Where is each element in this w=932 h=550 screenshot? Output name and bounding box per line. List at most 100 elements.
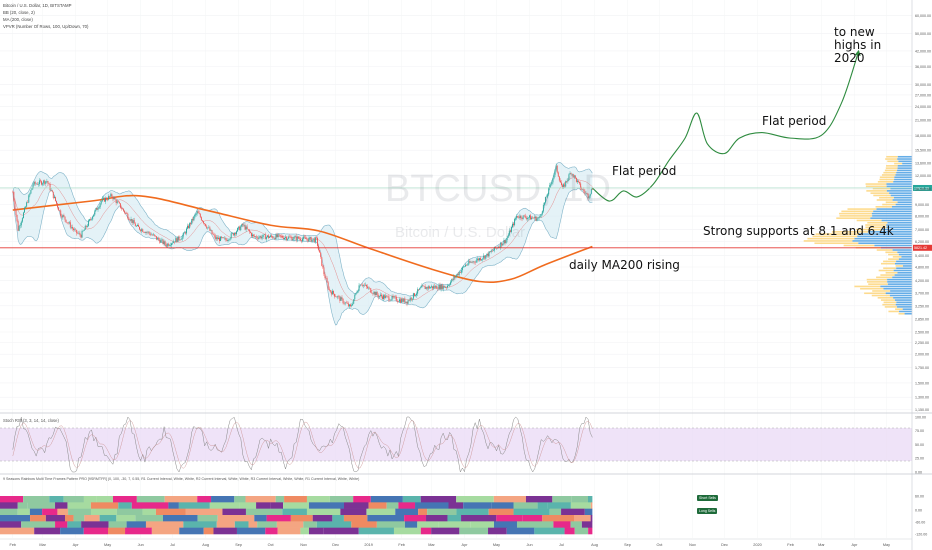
candle-body xyxy=(480,258,481,261)
rainbow-segment xyxy=(470,521,495,528)
rainbow-segment xyxy=(178,502,210,509)
candle-body xyxy=(216,237,218,240)
candle-body xyxy=(384,295,386,299)
candle-body xyxy=(258,237,260,239)
vpvr-bar-up xyxy=(880,274,895,276)
candle-body xyxy=(378,295,380,298)
candle-body xyxy=(130,219,132,221)
x-tick-label: Aug xyxy=(202,543,209,547)
indicator-vpvr[interactable]: VPVR (Number Of Rows, 100, Up/Down, 70) xyxy=(3,24,89,29)
candle-body xyxy=(148,231,150,234)
candle-body xyxy=(264,234,266,240)
candle-body xyxy=(57,203,58,208)
vpvr-bar-up xyxy=(892,256,902,258)
rainbow-segment xyxy=(574,515,591,522)
candle-body xyxy=(314,237,316,243)
stoch-rsi-label[interactable]: Stoch RSI (3, 3, 14, 14, close) xyxy=(3,418,59,423)
candle-body xyxy=(188,225,190,228)
candle-body xyxy=(504,240,506,244)
candle-body xyxy=(246,226,248,229)
rainbow-segment xyxy=(65,515,74,522)
indicator-bb[interactable]: BB (20, close, 2) xyxy=(3,10,35,15)
x-tick-label: Jul xyxy=(559,543,564,547)
candle-body xyxy=(248,229,250,232)
rainbow-segment xyxy=(116,508,143,516)
rainbow-segment xyxy=(343,502,369,509)
vpvr-bar-down xyxy=(886,224,912,226)
rainbow-label[interactable]: 9 Seasons Rainbow Multi Time Frames Patt… xyxy=(3,477,360,481)
candle-body xyxy=(43,180,45,184)
candle-body xyxy=(531,217,533,220)
candle-body xyxy=(390,299,392,301)
vpvr-bar-up xyxy=(872,187,891,190)
indicator-ma[interactable]: MA (200, close) xyxy=(3,17,33,22)
candle-body xyxy=(444,287,446,288)
candle-body xyxy=(351,305,353,307)
y-tick-label: 3,250.00 xyxy=(915,304,929,308)
candle-body xyxy=(159,239,161,243)
candle-body xyxy=(285,237,286,238)
rainbow-segment xyxy=(116,515,136,522)
rainbow-segment xyxy=(257,521,277,528)
candle-body xyxy=(52,191,54,199)
rainbow-segment xyxy=(488,508,514,516)
rainbow-segment xyxy=(151,527,180,535)
annotation-flat-period-2: Flat period xyxy=(762,114,827,128)
candle-body xyxy=(220,236,221,242)
vpvr-bar-down xyxy=(895,203,912,206)
candle-body xyxy=(288,236,290,239)
candle-body xyxy=(532,217,534,219)
candle-body xyxy=(24,207,25,213)
vpvr-bar-up xyxy=(877,297,894,299)
candle-body xyxy=(580,183,582,189)
x-tick-label: Dec xyxy=(332,543,339,547)
candle-body xyxy=(386,295,388,297)
candle-body xyxy=(363,284,365,286)
candle-body xyxy=(270,235,272,237)
annotation-supports: Strong supports at 8.1 and 6.4k xyxy=(703,224,894,238)
candle-body xyxy=(56,201,57,204)
candle-body xyxy=(85,225,87,227)
rainbow-segment xyxy=(126,521,146,528)
candle-body xyxy=(162,239,164,244)
candle-body xyxy=(133,220,135,224)
candle-body xyxy=(128,218,130,220)
rainbow-segment xyxy=(0,496,24,503)
candle-body xyxy=(470,262,472,263)
candle-body xyxy=(406,301,408,304)
vpvr-bar-up xyxy=(886,165,898,167)
y-tick-label: 6,200.00 xyxy=(915,240,929,244)
vpvr-bar-down xyxy=(894,178,912,181)
candle-body xyxy=(90,219,92,220)
candle-body xyxy=(429,287,431,289)
rainbow-segment xyxy=(570,502,591,509)
x-tick-label: May xyxy=(883,543,890,547)
short-sells-tag: Short Sells xyxy=(697,495,718,501)
candle-body xyxy=(535,216,537,221)
candle-body xyxy=(329,290,331,292)
vpvr-bar-up xyxy=(856,219,882,222)
rainbow-segment xyxy=(415,502,449,509)
candle-body xyxy=(71,226,73,229)
candle-body xyxy=(195,213,197,215)
rainbow-segment xyxy=(183,521,217,528)
candle-body xyxy=(533,217,535,219)
candle-body xyxy=(187,225,188,229)
rainbow-segment xyxy=(312,515,333,522)
candle-body xyxy=(307,239,309,242)
vpvr-bar-up xyxy=(836,217,871,219)
candle-body xyxy=(301,240,302,242)
rainbow-segment xyxy=(245,496,276,503)
candle-body xyxy=(445,287,447,288)
candle-body xyxy=(212,233,214,235)
vpvr-bar-down xyxy=(870,217,912,219)
rainbow-segment xyxy=(276,521,304,528)
candle-body xyxy=(173,241,175,243)
candle-body xyxy=(385,295,387,299)
candle-body xyxy=(538,217,540,219)
candle-body xyxy=(244,225,246,230)
candle-body xyxy=(577,180,578,182)
current-price-badge xyxy=(913,184,932,191)
vpvr-bar-up xyxy=(814,242,859,245)
